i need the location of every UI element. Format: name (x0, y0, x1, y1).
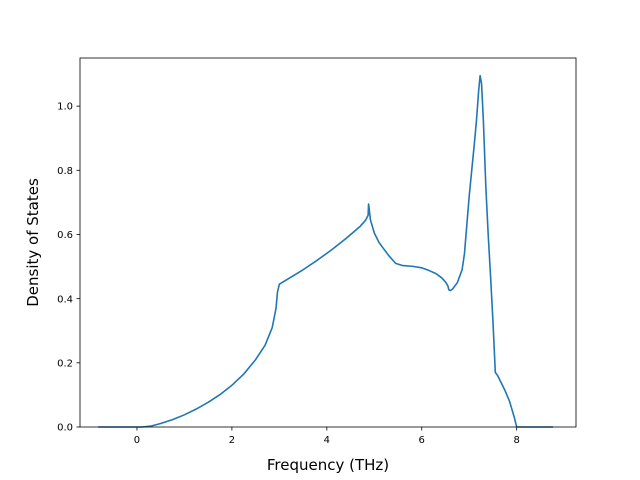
x-tick-label: 8 (513, 435, 519, 446)
y-tick-label: 0.6 (57, 230, 73, 241)
ticks-layer: 0 2 4 6 8 0.0 0.2 0.4 0.6 0.8 1.0 (57, 102, 520, 446)
dos-line (98, 74, 554, 428)
y-tick-label: 1.0 (57, 102, 73, 113)
x-axis-title: Frequency (THz) (267, 456, 389, 474)
x-tick-label: 0 (134, 435, 140, 446)
y-tick-label: 0.0 (57, 423, 73, 434)
x-tick-label: 4 (324, 435, 330, 446)
series-layer (98, 74, 554, 428)
y-tick-label: 0.2 (57, 358, 73, 369)
x-tick-label: 6 (419, 435, 425, 446)
y-tick-label: 0.4 (57, 294, 73, 305)
x-tick-label: 2 (229, 435, 235, 446)
y-axis-title: Density of States (24, 178, 42, 307)
y-tick-label: 0.8 (57, 166, 73, 177)
plot-frame (79, 57, 577, 428)
